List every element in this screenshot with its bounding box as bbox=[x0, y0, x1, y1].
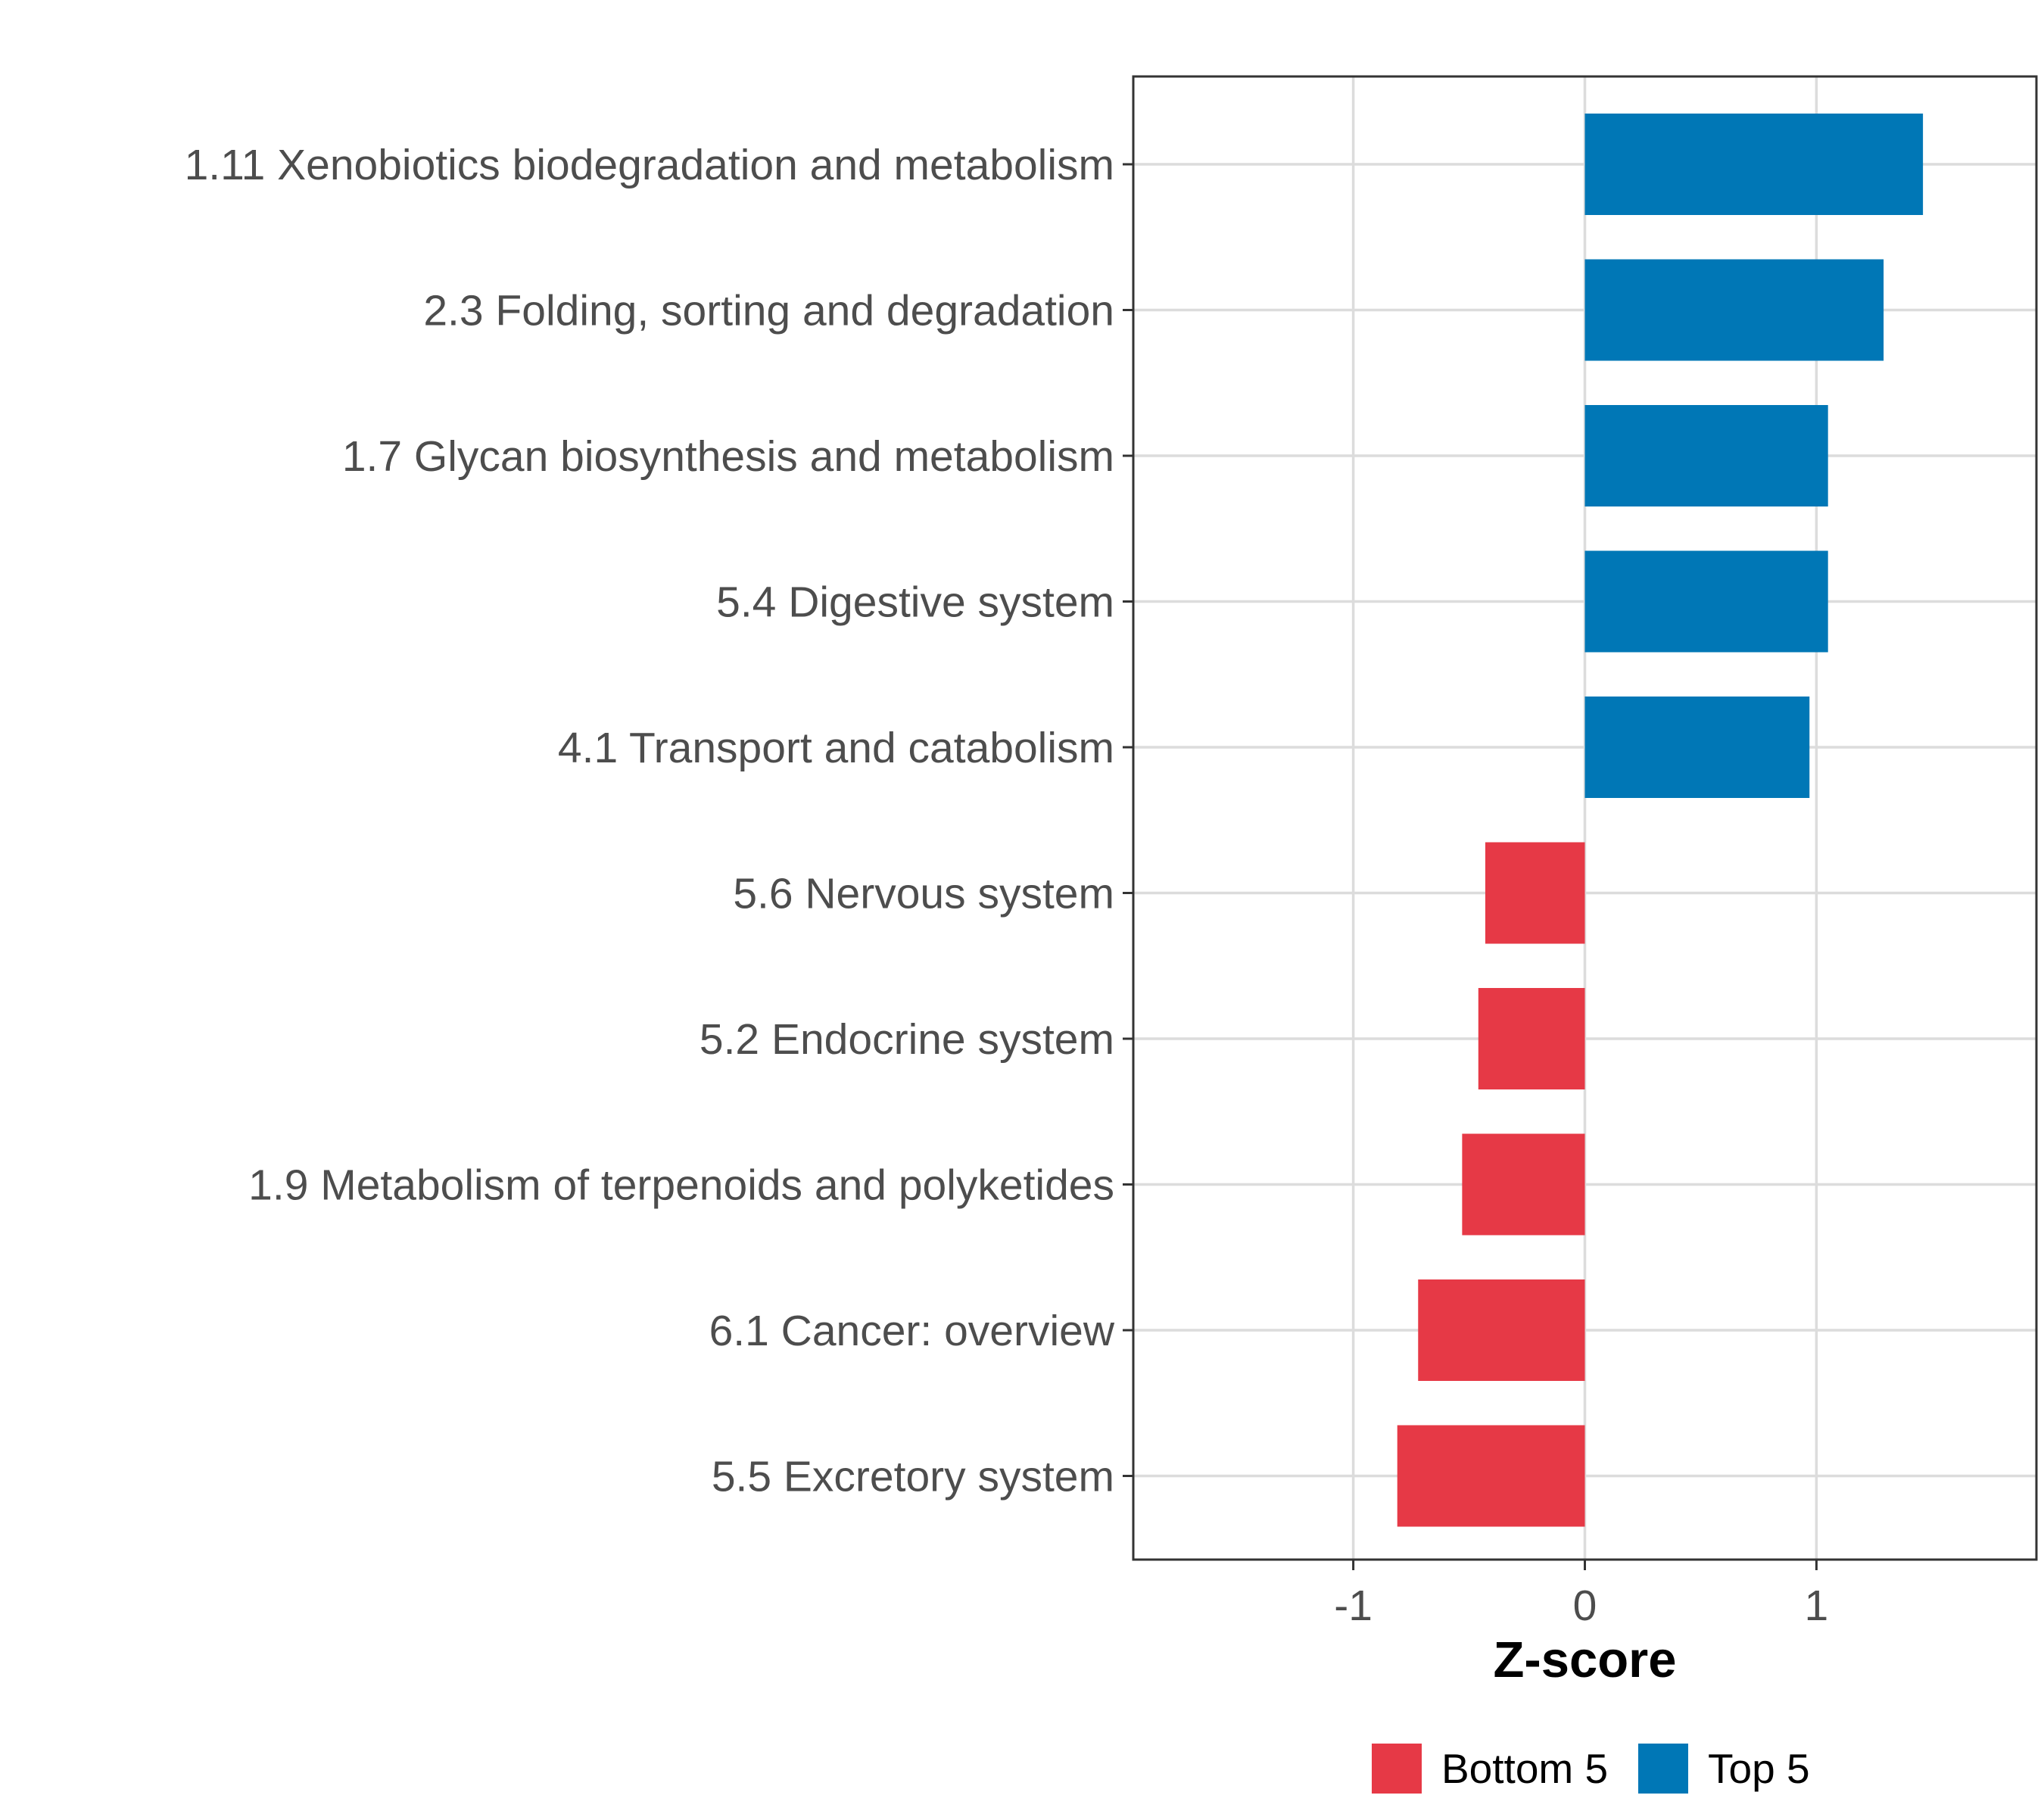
category-label: 1.11 Xenobiotics biodegradation and meta… bbox=[185, 141, 1114, 189]
bar bbox=[1584, 550, 1828, 653]
category-label: 1.7 Glycan biosynthesis and metabolism bbox=[342, 432, 1114, 481]
category-label: 5.5 Excretory system bbox=[712, 1453, 1114, 1501]
x-tick-label: 0 bbox=[1573, 1582, 1597, 1630]
category-label: 6.1 Cancer: overview bbox=[709, 1307, 1115, 1355]
x-axis-title: Z-score bbox=[1493, 1632, 1676, 1688]
category-label: 2.3 Folding, sorting and degradation bbox=[423, 287, 1114, 335]
bar bbox=[1485, 842, 1585, 944]
category-label: 5.2 Endocrine system bbox=[700, 1015, 1114, 1064]
bar bbox=[1584, 405, 1828, 506]
bar bbox=[1462, 1133, 1585, 1236]
legend-swatch bbox=[1372, 1744, 1422, 1794]
bars bbox=[1397, 114, 1924, 1527]
bar bbox=[1397, 1425, 1585, 1527]
category-label: 4.1 Transport and catabolism bbox=[558, 724, 1114, 772]
bar bbox=[1584, 697, 1810, 798]
bar bbox=[1584, 259, 1884, 361]
y-axis-labels: 1.11 Xenobiotics biodegradation and meta… bbox=[185, 141, 1115, 1501]
bar bbox=[1418, 1279, 1585, 1381]
bar bbox=[1478, 988, 1585, 1089]
x-tick-label: -1 bbox=[1334, 1582, 1373, 1630]
legend: Bottom 5 Top 5 bbox=[1372, 1744, 1810, 1794]
x-tick-label: 1 bbox=[1805, 1582, 1829, 1630]
legend-label: Bottom 5 bbox=[1441, 1745, 1608, 1792]
category-label: 1.9 Metabolism of terpenoids and polyket… bbox=[248, 1161, 1114, 1210]
legend-swatch bbox=[1638, 1744, 1688, 1794]
x-axis-tick-labels: -1 0 1 bbox=[1334, 1582, 1828, 1630]
category-label: 5.6 Nervous system bbox=[733, 870, 1114, 918]
legend-label: Top 5 bbox=[1708, 1745, 1810, 1792]
y-axis-ticks bbox=[1123, 163, 1133, 1477]
category-label: 5.4 Digestive system bbox=[716, 578, 1114, 627]
bar bbox=[1584, 114, 1924, 215]
x-axis-ticks bbox=[1352, 1560, 1818, 1570]
